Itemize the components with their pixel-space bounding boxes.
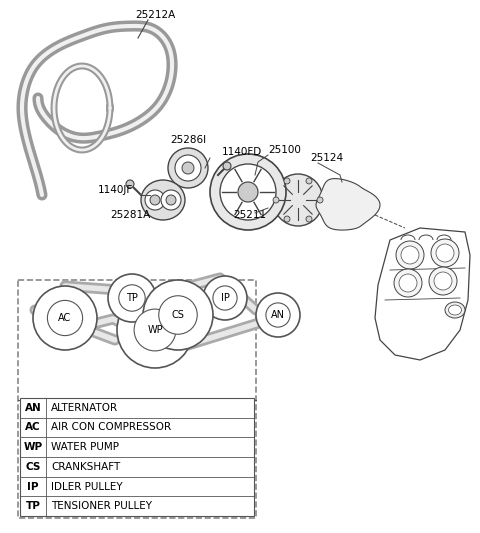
Circle shape bbox=[210, 154, 286, 230]
Circle shape bbox=[159, 296, 197, 334]
Circle shape bbox=[203, 276, 247, 320]
Circle shape bbox=[394, 269, 422, 297]
Circle shape bbox=[431, 239, 459, 267]
Text: TENSIONER PULLEY: TENSIONER PULLEY bbox=[51, 501, 152, 511]
Text: IDLER PULLEY: IDLER PULLEY bbox=[51, 481, 122, 491]
Circle shape bbox=[166, 195, 176, 205]
Text: IP: IP bbox=[221, 293, 229, 303]
Circle shape bbox=[256, 293, 300, 337]
Text: CRANKSHAFT: CRANKSHAFT bbox=[51, 462, 120, 472]
Circle shape bbox=[266, 303, 290, 327]
Text: 25124: 25124 bbox=[310, 153, 343, 163]
Circle shape bbox=[145, 190, 165, 210]
Text: TP: TP bbox=[126, 293, 138, 303]
Circle shape bbox=[436, 244, 454, 262]
Text: WP: WP bbox=[147, 325, 163, 335]
FancyBboxPatch shape bbox=[20, 398, 254, 516]
Text: WP: WP bbox=[24, 442, 43, 452]
Circle shape bbox=[126, 180, 134, 188]
Circle shape bbox=[434, 272, 452, 290]
Circle shape bbox=[284, 178, 290, 184]
Circle shape bbox=[168, 148, 208, 188]
Polygon shape bbox=[316, 179, 380, 230]
Circle shape bbox=[401, 246, 419, 264]
Text: AN: AN bbox=[24, 403, 41, 413]
Text: 25211: 25211 bbox=[233, 210, 266, 220]
Text: IP: IP bbox=[27, 481, 39, 491]
Polygon shape bbox=[375, 228, 470, 360]
Circle shape bbox=[396, 241, 424, 269]
Circle shape bbox=[306, 178, 312, 184]
Text: CS: CS bbox=[25, 462, 41, 472]
Circle shape bbox=[182, 162, 194, 174]
Circle shape bbox=[108, 274, 156, 322]
Ellipse shape bbox=[273, 174, 323, 226]
Circle shape bbox=[220, 164, 276, 220]
Circle shape bbox=[238, 182, 258, 202]
Text: 1140FD: 1140FD bbox=[222, 147, 262, 157]
Text: TP: TP bbox=[25, 501, 40, 511]
Text: 25212A: 25212A bbox=[135, 10, 175, 20]
Text: CS: CS bbox=[171, 310, 184, 320]
Circle shape bbox=[306, 216, 312, 222]
Text: ALTERNATOR: ALTERNATOR bbox=[51, 403, 118, 413]
Circle shape bbox=[213, 286, 237, 310]
Circle shape bbox=[143, 280, 213, 350]
Text: AIR CON COMPRESSOR: AIR CON COMPRESSOR bbox=[51, 423, 171, 432]
Text: AC: AC bbox=[25, 423, 41, 432]
Text: AN: AN bbox=[271, 310, 285, 320]
Circle shape bbox=[33, 286, 97, 350]
Ellipse shape bbox=[448, 305, 461, 315]
Circle shape bbox=[48, 301, 83, 336]
Circle shape bbox=[284, 216, 290, 222]
Circle shape bbox=[119, 285, 145, 311]
Circle shape bbox=[175, 155, 201, 181]
Circle shape bbox=[429, 267, 457, 295]
Text: WATER PUMP: WATER PUMP bbox=[51, 442, 119, 452]
Text: 25286I: 25286I bbox=[170, 135, 206, 145]
FancyBboxPatch shape bbox=[18, 280, 256, 518]
Ellipse shape bbox=[445, 302, 465, 318]
Circle shape bbox=[134, 309, 176, 351]
Circle shape bbox=[161, 190, 181, 210]
Ellipse shape bbox=[141, 180, 185, 220]
Circle shape bbox=[117, 292, 193, 368]
Text: 1140JF: 1140JF bbox=[97, 185, 132, 195]
Text: 25281A: 25281A bbox=[110, 210, 150, 220]
Circle shape bbox=[223, 162, 231, 170]
Circle shape bbox=[273, 197, 279, 203]
Text: 25100: 25100 bbox=[268, 145, 301, 155]
Circle shape bbox=[399, 274, 417, 292]
Text: AC: AC bbox=[59, 313, 72, 323]
Circle shape bbox=[317, 197, 323, 203]
Circle shape bbox=[150, 195, 160, 205]
